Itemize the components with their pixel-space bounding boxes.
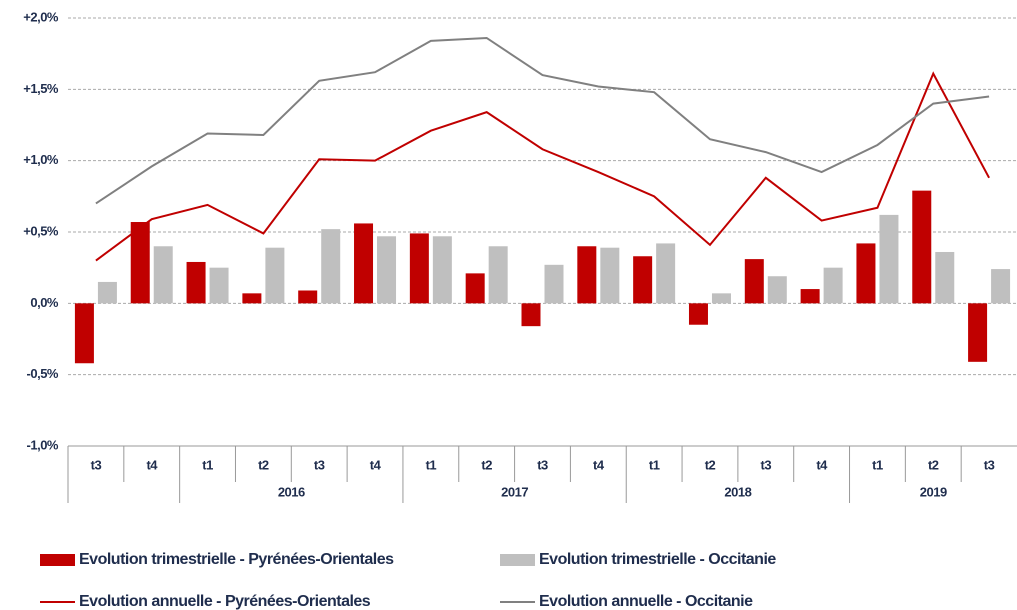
legend-label: Evolution annuelle - Occitanie <box>539 593 753 610</box>
y-tick-label: +2,0% <box>23 9 59 24</box>
bar <box>265 247 285 304</box>
line <box>95 36 990 205</box>
year-label: 2016 <box>278 484 305 499</box>
legend-swatch <box>40 554 75 566</box>
bar <box>186 261 206 304</box>
bar <box>130 222 150 304</box>
bar <box>991 269 1011 304</box>
bar <box>879 214 899 304</box>
x-tick-label: t4 <box>593 457 605 472</box>
y-tick-label: +1,0% <box>23 152 59 167</box>
x-tick-label: t2 <box>481 457 492 472</box>
year-label: 2019 <box>920 484 947 499</box>
bar <box>577 246 597 304</box>
y-tick-label: +1,5% <box>23 81 59 96</box>
bar <box>521 303 541 327</box>
x-tick-label: t4 <box>816 457 828 472</box>
x-tick-label: t2 <box>928 457 939 472</box>
bar <box>711 293 731 304</box>
x-tick-label: t2 <box>258 457 269 472</box>
y-tick-label: 0,0% <box>30 295 59 310</box>
bar <box>968 303 988 362</box>
bar <box>656 243 676 304</box>
x-tick-label: t4 <box>370 457 382 472</box>
line <box>95 71 990 262</box>
x-tick-label: t3 <box>91 457 102 472</box>
legend-label: Evolution trimestrielle - Occitanie <box>539 551 776 568</box>
bar <box>935 251 955 304</box>
bar <box>856 243 876 304</box>
bar <box>153 246 173 304</box>
bar <box>465 273 485 304</box>
bar <box>800 289 820 304</box>
y-tick-label: -0,5% <box>27 366 59 381</box>
x-tick-label: t1 <box>426 457 437 472</box>
year-label: 2017 <box>501 484 528 499</box>
bar <box>823 267 843 304</box>
bar <box>298 290 318 304</box>
year-label: 2018 <box>724 484 751 499</box>
x-tick-label: t1 <box>202 457 213 472</box>
bar <box>209 267 229 304</box>
bar <box>600 247 620 304</box>
y-tick-label: +0,5% <box>23 223 59 238</box>
bar <box>97 281 117 304</box>
bar <box>74 303 94 364</box>
bar <box>912 190 932 304</box>
bar <box>744 259 764 304</box>
bar <box>321 229 341 304</box>
bar <box>354 223 374 304</box>
x-tick-label: t3 <box>314 457 325 472</box>
x-tick-label: t3 <box>761 457 772 472</box>
x-tick-label: t3 <box>537 457 548 472</box>
bar <box>544 264 564 304</box>
y-tick-label: -1,0% <box>27 437 59 452</box>
bar <box>688 303 708 325</box>
legend-swatch <box>500 554 535 566</box>
legend-label: Evolution annuelle - Pyrénées-Orientales <box>79 593 371 610</box>
bar <box>633 256 653 304</box>
x-tick-label: t4 <box>146 457 158 472</box>
bar <box>377 236 397 304</box>
bar <box>432 236 452 304</box>
bar <box>767 276 787 304</box>
bar <box>409 233 429 304</box>
x-tick-label: t1 <box>649 457 660 472</box>
bar <box>488 246 508 304</box>
bar <box>242 293 262 304</box>
legend-label: Evolution trimestrielle - Pyrénées-Orien… <box>79 551 394 568</box>
x-tick-label: t1 <box>872 457 883 472</box>
x-tick-label: t3 <box>984 457 995 472</box>
x-tick-label: t2 <box>705 457 716 472</box>
